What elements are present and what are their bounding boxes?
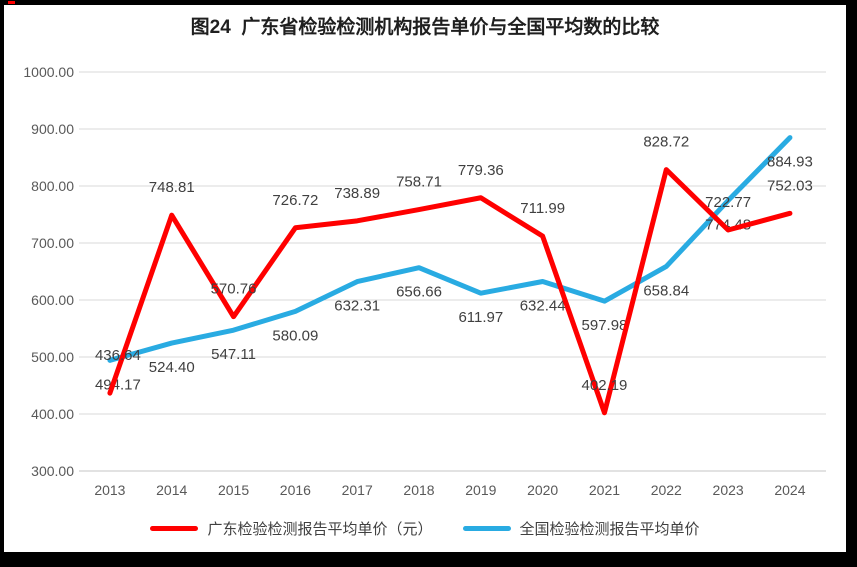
svg-text:884.93: 884.93 xyxy=(767,154,813,171)
svg-text:711.99: 711.99 xyxy=(520,200,565,217)
svg-text:2020: 2020 xyxy=(527,482,558,498)
svg-text:300.00: 300.00 xyxy=(31,463,74,479)
svg-text:611.97: 611.97 xyxy=(458,309,503,326)
svg-text:738.89: 738.89 xyxy=(334,185,380,202)
svg-text:600.00: 600.00 xyxy=(31,292,74,308)
legend-label-national: 全国检验检测报告平均单价 xyxy=(519,521,700,538)
svg-text:800.00: 800.00 xyxy=(31,178,74,194)
svg-text:2014: 2014 xyxy=(156,482,187,498)
svg-text:2022: 2022 xyxy=(651,482,682,498)
svg-text:524.40: 524.40 xyxy=(149,359,195,376)
svg-text:700.00: 700.00 xyxy=(31,235,74,251)
svg-text:2019: 2019 xyxy=(465,482,496,498)
chart-title: 图24 广东省检验检测机构报告单价与全国平均数的比较 xyxy=(190,17,660,38)
legend-item-national: 全国检验检测报告平均单价 xyxy=(462,518,700,539)
frame-border-top xyxy=(0,0,857,5)
frame-border-left xyxy=(0,0,4,567)
svg-text:570.76: 570.76 xyxy=(211,281,257,298)
svg-text:779.36: 779.36 xyxy=(458,162,504,179)
svg-text:2024: 2024 xyxy=(774,482,805,498)
svg-text:2017: 2017 xyxy=(342,482,373,498)
svg-text:2016: 2016 xyxy=(280,482,311,498)
svg-text:722.77: 722.77 xyxy=(705,194,751,211)
svg-text:1000.00: 1000.00 xyxy=(23,64,74,80)
svg-text:632.44: 632.44 xyxy=(520,298,566,315)
svg-text:402.19: 402.19 xyxy=(582,377,628,394)
svg-text:900.00: 900.00 xyxy=(31,121,74,137)
svg-text:436.64: 436.64 xyxy=(95,347,141,364)
svg-text:500.00: 500.00 xyxy=(31,349,74,365)
svg-text:726.72: 726.72 xyxy=(272,192,318,209)
svg-text:748.81: 748.81 xyxy=(149,179,195,196)
frame-border-bottom xyxy=(0,552,857,567)
svg-text:400.00: 400.00 xyxy=(31,406,74,422)
svg-text:656.66: 656.66 xyxy=(396,284,442,301)
svg-text:2023: 2023 xyxy=(713,482,744,498)
svg-text:632.31: 632.31 xyxy=(334,298,380,315)
svg-text:828.72: 828.72 xyxy=(643,134,689,151)
legend-line-red xyxy=(150,526,199,531)
svg-text:2015: 2015 xyxy=(218,482,249,498)
legend-item-guangdong: 广东检验检测报告平均单价（元） xyxy=(150,518,433,539)
chart-legend: 广东检验检测报告平均单价（元） 全国检验检测报告平均单价 xyxy=(4,518,846,539)
svg-text:758.71: 758.71 xyxy=(396,174,442,191)
svg-text:580.09: 580.09 xyxy=(272,327,318,344)
svg-text:2018: 2018 xyxy=(403,482,434,498)
legend-line-blue xyxy=(462,526,511,531)
svg-text:494.17: 494.17 xyxy=(95,376,141,393)
svg-text:2013: 2013 xyxy=(94,482,125,498)
svg-text:658.84: 658.84 xyxy=(643,282,689,299)
red-dash-mark xyxy=(8,1,15,4)
svg-text:752.03: 752.03 xyxy=(767,177,813,194)
svg-text:2021: 2021 xyxy=(589,482,620,498)
svg-text:547.11: 547.11 xyxy=(211,346,256,363)
legend-label-guangdong: 广东检验检测报告平均单价（元） xyxy=(207,521,433,538)
frame-border-right xyxy=(846,0,857,567)
svg-text:597.98: 597.98 xyxy=(582,317,628,334)
